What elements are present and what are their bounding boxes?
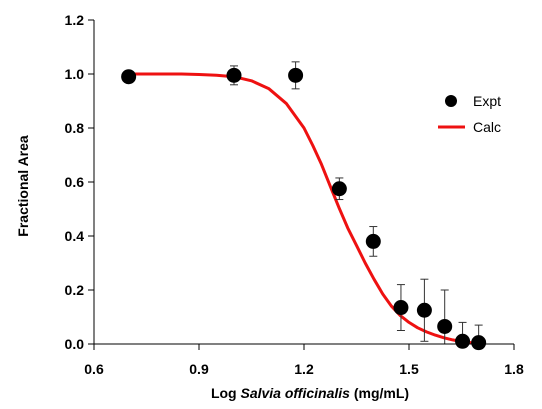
x-axis-title-italic: Salvia officinalis [240,385,350,401]
x-axis-title-suffix: (mg/mL) [350,385,409,401]
expt-point [471,335,487,351]
y-tick-label: 0.0 [65,336,85,352]
y-tick-label: 1.0 [65,66,85,82]
x-tick-label: 0.9 [189,361,209,377]
calc-curve [128,72,479,345]
legend: Expt Calc [438,93,501,135]
legend-marker-expt [445,95,457,107]
expt-point [121,69,137,85]
y-tick-label: 0.6 [65,174,85,190]
y-tick-label: 0.2 [65,282,85,298]
x-tick-label: 1.8 [504,361,524,377]
y-axis-title: Fractional Area [15,135,31,237]
expt-point [416,302,432,318]
y-tick-label: 1.2 [65,12,85,28]
x-tick-label: 1.5 [399,361,419,377]
expt-point [455,333,471,349]
expt-point [288,67,304,83]
y-tick-label: 0.4 [65,228,85,244]
legend-label-expt: Expt [473,93,501,109]
legend-label-calc: Calc [473,119,501,135]
x-ticks: 0.6 0.9 1.2 1.5 1.8 [84,344,524,377]
expt-point [226,67,242,83]
x-tick-label: 1.2 [294,361,314,377]
expt-point [365,233,381,249]
expt-point [437,318,453,334]
y-tick-label: 0.8 [65,120,85,136]
x-tick-label: 0.6 [84,361,104,377]
y-ticks: 0.0 0.2 0.4 0.6 0.8 1.0 1.2 [65,12,94,352]
x-axis-title-prefix: Log [211,385,241,401]
x-axis-title: Log Salvia officinalis (mg/mL) [211,385,409,401]
expt-point [331,181,347,197]
expt-point [393,300,409,316]
axes [93,20,514,345]
plot-area [121,61,487,351]
